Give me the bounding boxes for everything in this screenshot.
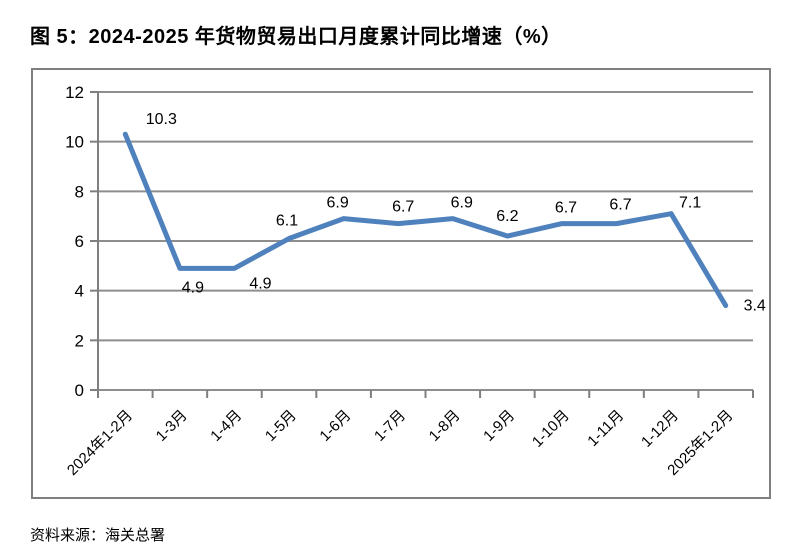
chart-plot-frame [31, 68, 771, 499]
chart-title: 图 5：2024-2025 年货物贸易出口月度累计同比增速（%） [30, 26, 562, 48]
source-note: 资料来源：海关总署 [30, 527, 166, 544]
